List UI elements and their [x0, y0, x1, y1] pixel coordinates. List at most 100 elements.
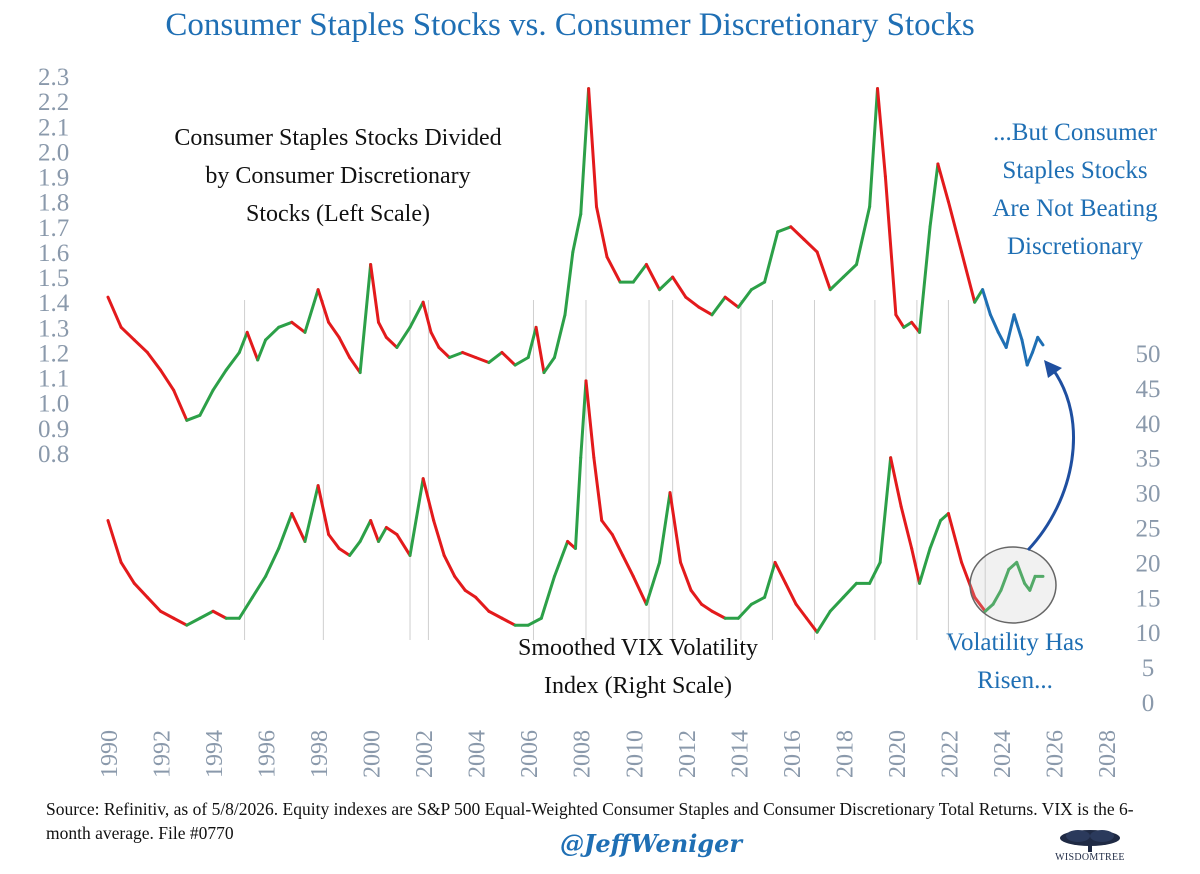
volatility-highlight-circle: [969, 546, 1057, 624]
vix-segment: [453, 574, 467, 592]
ratio-segment: [172, 388, 189, 422]
ratio-segment: [526, 325, 538, 359]
callout-top: ...But Consumer Staples Stocks Are Not B…: [992, 119, 1158, 260]
x-tick-label: 2002: [412, 730, 438, 778]
ratio-segment: [245, 330, 260, 362]
callout-bottom-line-2: Risen...: [977, 667, 1053, 694]
callout-bottom-line-1: Volatility Has: [946, 629, 1084, 656]
left-tick-label: 1.9: [38, 165, 69, 192]
ratio-segment: [749, 280, 767, 292]
ratio-segment: [211, 368, 228, 392]
right-tick-label: 50: [1136, 341, 1161, 368]
vix-segment: [106, 519, 123, 564]
ratio-segment: [776, 225, 793, 234]
ratio-segment: [106, 295, 123, 329]
right-tick-label: 0: [1142, 690, 1155, 717]
ratio-segment: [487, 350, 504, 365]
left-tick-label: 1.4: [38, 290, 70, 317]
vix-segment: [878, 456, 893, 564]
ratio_recent-segment: [1030, 335, 1040, 354]
ratio-segment: [369, 263, 381, 324]
ratio-segment: [513, 355, 530, 367]
vix-segment: [815, 609, 832, 634]
left-tick-label: 2.2: [38, 89, 69, 116]
right-tick-label: 5: [1142, 655, 1155, 682]
turning-point-gridlines: [244, 300, 986, 640]
tree-icon: [1060, 830, 1120, 852]
vix_recent-segment: [1007, 560, 1019, 571]
x-tick-label: 1996: [255, 730, 281, 778]
ratio-segment: [377, 320, 388, 339]
x-tick-label: 2008: [570, 730, 596, 778]
vix-segment: [899, 505, 914, 550]
vix-segment: [600, 519, 614, 536]
ratio-segment: [256, 338, 268, 362]
logo-text: WISDOMTREE: [1055, 852, 1125, 863]
ratio-segment: [579, 87, 591, 216]
ratio-segment: [841, 263, 858, 279]
vix-segment: [211, 609, 228, 620]
vix-segment: [763, 560, 777, 599]
x-tick-label: 2006: [517, 730, 543, 778]
vix-segment: [395, 532, 412, 557]
left-tick-label: 1.7: [38, 215, 69, 242]
callout-top-line-2: Staples Stocks: [1002, 157, 1147, 184]
vix_recent-segment: [991, 588, 1003, 606]
x-tick-label: 2010: [622, 730, 648, 778]
left-axis: 2.32.22.12.01.91.81.71.61.51.41.31.21.11…: [38, 64, 70, 468]
ratio-segment: [132, 338, 149, 354]
x-tick-label: 2022: [937, 730, 963, 778]
vix-segment: [277, 512, 294, 550]
ratio-segment: [723, 295, 740, 309]
ratio-segment: [789, 225, 806, 241]
left-tick-label: 1.3: [38, 315, 69, 342]
x-tick-label: 2024: [990, 730, 1016, 778]
right-tick-label: 20: [1136, 550, 1161, 577]
vix-segment: [973, 595, 987, 613]
ratio-segment: [815, 250, 832, 292]
ratio-segment: [408, 300, 425, 329]
vix-segment: [700, 602, 714, 613]
vix-segment: [579, 379, 588, 460]
ratio-segment: [671, 275, 688, 299]
vix-segment: [610, 532, 625, 557]
vix_recent-segment: [999, 567, 1011, 592]
left-tick-label: 0.8: [38, 441, 69, 468]
ratio-segment: [198, 388, 215, 417]
vix-segment: [805, 616, 819, 634]
x-tick-label: 2026: [1042, 730, 1068, 778]
ratio-segment: [327, 320, 341, 339]
ratio-segment: [474, 355, 491, 365]
vix-segment: [132, 581, 149, 599]
left-tick-label: 1.0: [38, 391, 69, 418]
vix_recent-segment: [1015, 560, 1027, 585]
vix-segment: [749, 595, 767, 606]
right-tick-label: 25: [1136, 516, 1161, 543]
left-tick-label: 2.1: [38, 114, 69, 141]
vix-segment: [421, 477, 436, 523]
ratio_recent-segment: [1036, 335, 1045, 347]
vix-segment: [592, 456, 604, 523]
ratio-segment: [277, 320, 294, 329]
vix-segment: [348, 539, 362, 557]
callout-arrow: [1026, 367, 1076, 552]
ratio_recent-segment: [1020, 338, 1029, 367]
vix-segment: [841, 581, 858, 599]
vix-segment: [918, 546, 932, 585]
ratio-segment: [303, 288, 320, 334]
ratio-segment: [185, 413, 202, 422]
vix-segment: [960, 560, 977, 599]
vix-label: Smoothed VIX Volatility Index (Right Sca…: [518, 635, 758, 699]
vix-label-line-1: Smoothed VIX Volatility: [518, 635, 758, 661]
ratio-segment: [264, 325, 281, 342]
vix-segment: [250, 574, 268, 599]
vix-segment: [119, 560, 136, 585]
ratio-segment: [658, 275, 675, 292]
ratio_recent-segment: [981, 288, 992, 317]
right-tick-label: 10: [1136, 620, 1161, 647]
vix-segment: [552, 539, 570, 578]
author-handle[interactable]: @JeffWeniger: [560, 829, 743, 858]
vix-segment: [889, 456, 903, 509]
x-tick-label: 2020: [885, 730, 911, 778]
ratio-segment: [563, 250, 575, 317]
